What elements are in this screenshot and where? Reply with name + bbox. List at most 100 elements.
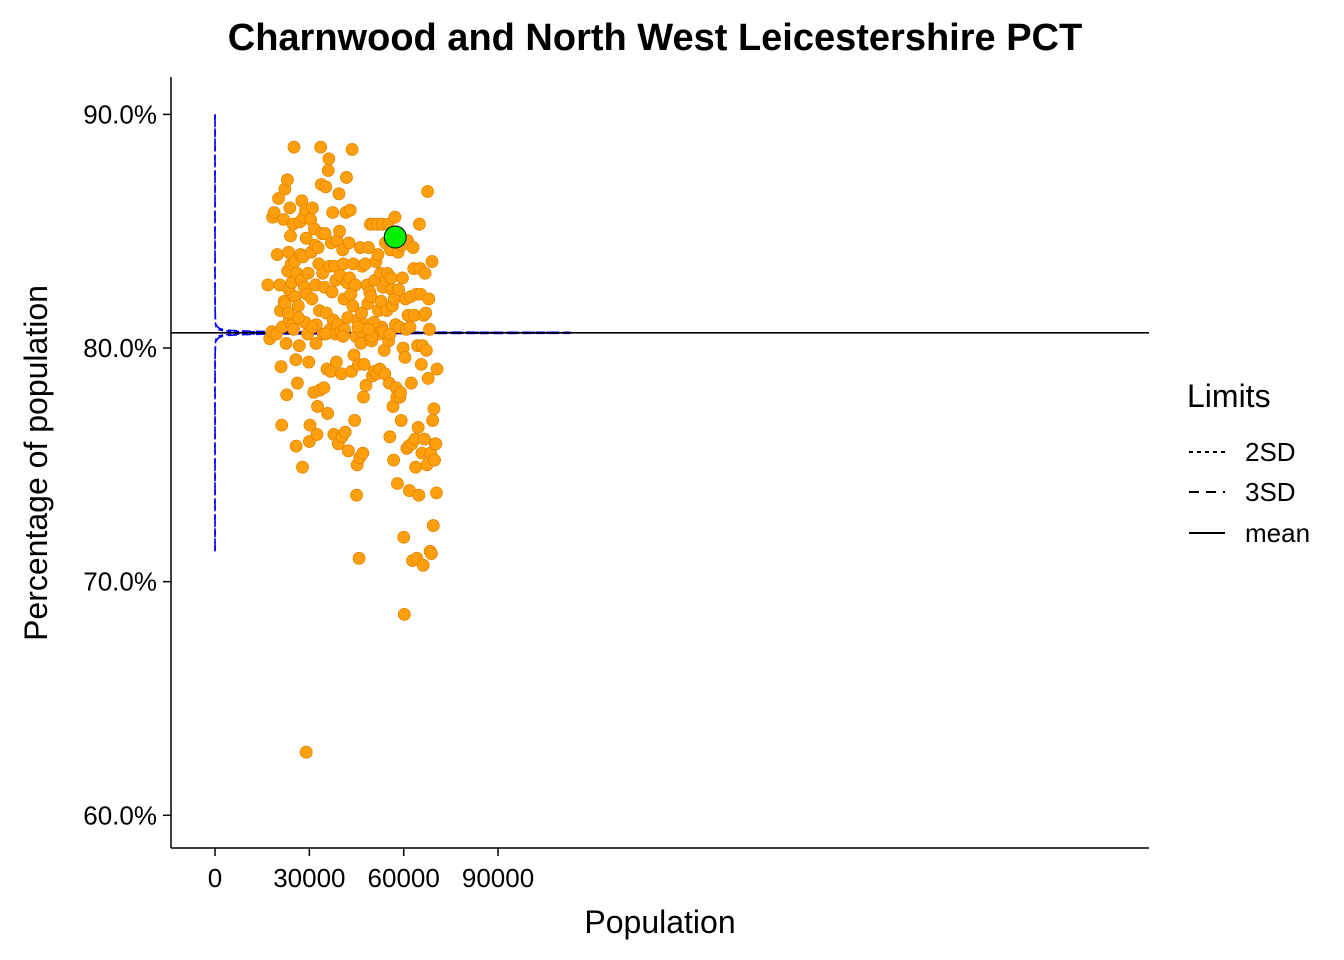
data-point	[425, 255, 439, 268]
data-point	[416, 558, 430, 572]
data-point	[357, 390, 370, 404]
data-point	[413, 217, 426, 231]
data-point	[275, 418, 289, 432]
data-point	[346, 299, 360, 313]
data-point	[345, 143, 359, 156]
data-point	[321, 407, 335, 420]
legend-entry-mean: mean	[1189, 518, 1310, 548]
data-point	[357, 357, 371, 371]
y-tick-label: 90.0%	[83, 99, 157, 129]
x-tick-label: 90000	[462, 863, 534, 893]
data-point	[317, 381, 331, 395]
data-point	[314, 140, 328, 154]
highlight-point-group	[383, 225, 407, 249]
data-point	[403, 320, 417, 334]
data-point	[423, 322, 436, 336]
data-point	[352, 551, 366, 565]
data-point	[348, 414, 362, 427]
data-point	[429, 437, 443, 451]
data-point	[280, 173, 294, 187]
data-point	[430, 486, 443, 500]
data-point	[426, 414, 440, 427]
data-point	[371, 248, 385, 261]
data-point	[397, 530, 411, 544]
data-point	[296, 460, 309, 474]
data-point	[332, 187, 346, 201]
data-point	[318, 227, 332, 240]
data-point	[343, 203, 357, 217]
data-point	[387, 453, 401, 467]
data-point	[281, 306, 295, 320]
data-point	[342, 236, 356, 250]
data-point	[267, 206, 281, 219]
legend-label-3sd: 3SD	[1245, 477, 1296, 507]
data-point	[291, 299, 305, 313]
x-tick-label: 0	[208, 863, 222, 893]
data-point	[392, 283, 406, 297]
data-point	[322, 152, 336, 166]
data-point	[384, 271, 398, 285]
data-point	[299, 745, 313, 759]
data-point	[274, 360, 288, 374]
x-tick-label: 30000	[273, 863, 345, 893]
data-point	[348, 278, 362, 292]
plot-area: 0 30000 60000 90000 60.0% 70.0% 80.0% 90.0%	[83, 77, 1149, 893]
data-point	[421, 371, 435, 385]
data-point	[280, 388, 294, 402]
data-point	[374, 294, 388, 308]
chart-title: Charnwood and North West Leicestershire …	[228, 17, 1082, 59]
y-tick-label: 60.0%	[83, 800, 157, 830]
data-point	[325, 285, 339, 299]
data-point	[412, 488, 426, 502]
data-point	[406, 241, 420, 254]
legend-title: Limits	[1187, 378, 1271, 414]
data-point	[397, 607, 411, 621]
data-point	[326, 206, 340, 219]
data-point	[299, 231, 313, 245]
data-point	[310, 428, 324, 441]
data-point	[283, 201, 297, 215]
data-point	[321, 164, 335, 177]
data-point	[336, 329, 350, 343]
data-point	[358, 257, 372, 271]
data-point	[396, 271, 409, 285]
data-point	[411, 421, 425, 434]
data-point	[418, 266, 432, 280]
data-point	[279, 336, 293, 350]
data-point	[426, 519, 440, 532]
data-point	[422, 292, 436, 306]
data-point	[311, 241, 325, 254]
data-point	[270, 248, 284, 261]
data-point	[428, 453, 441, 467]
data-point	[305, 320, 319, 334]
data-point	[419, 343, 433, 357]
legend-label-2sd: 2SD	[1245, 437, 1296, 467]
data-point	[398, 350, 412, 364]
data-point	[302, 355, 316, 369]
x-axis-ticks: 0 30000 60000 90000	[208, 848, 534, 893]
data-point	[272, 192, 285, 205]
data-point	[394, 414, 408, 427]
data-point	[388, 210, 402, 224]
data-point	[414, 357, 428, 371]
data-point	[292, 339, 306, 353]
legend-label-mean: mean	[1245, 518, 1310, 548]
data-point	[362, 322, 375, 336]
legend-entry-2sd: 2SD	[1189, 437, 1296, 467]
data-point	[330, 355, 343, 369]
data-point	[355, 306, 368, 320]
data-point	[261, 278, 275, 292]
data-point	[303, 418, 317, 432]
data-point	[430, 362, 444, 376]
data-point	[287, 322, 301, 336]
y-axis-title: Percentage of population	[18, 285, 54, 641]
limit-line-3sd-upper	[214, 114, 571, 334]
data-point	[319, 327, 333, 341]
data-point	[359, 378, 373, 392]
data-point	[409, 460, 423, 474]
x-axis-title: Population	[584, 904, 735, 940]
data-point	[383, 327, 397, 341]
y-tick-label: 70.0%	[83, 567, 157, 597]
x-tick-label: 60000	[368, 863, 440, 893]
